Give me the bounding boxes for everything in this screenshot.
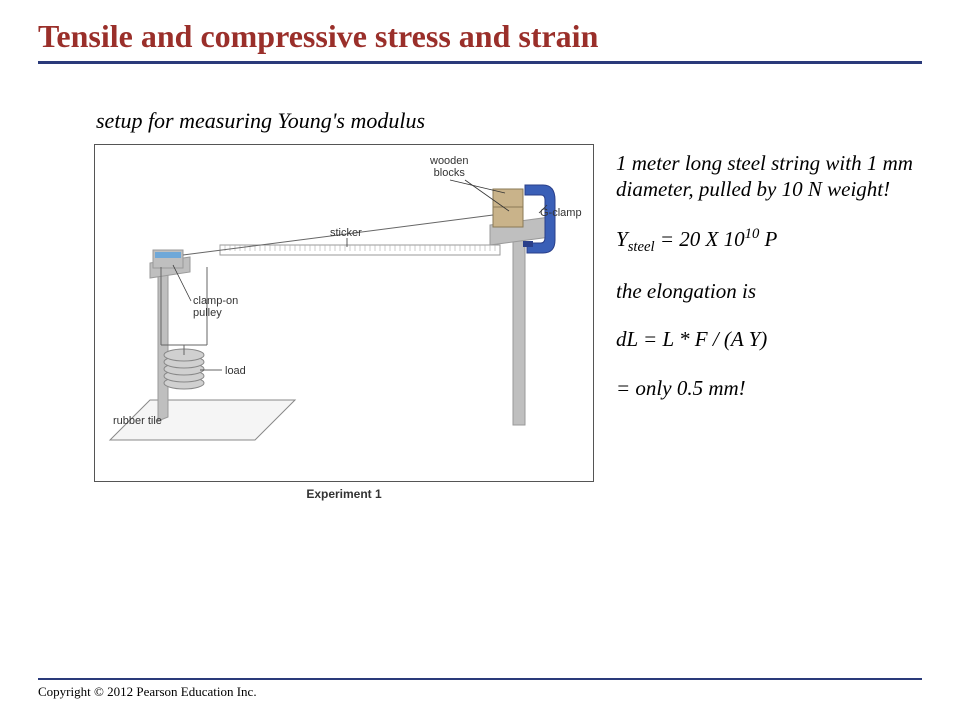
subtitle: setup for measuring Young's modulus <box>96 108 922 134</box>
copyright: Copyright © 2012 Pearson Education Inc. <box>38 684 922 700</box>
label-sticker: sticker <box>330 227 362 239</box>
desc-line2: Ysteel = 20 X 1010 P <box>616 225 922 257</box>
label-wooden-blocks: wooden blocks <box>430 155 469 179</box>
label-pulley: clamp-on pulley <box>193 295 238 319</box>
experiment-figure: wooden blocks G-clamp sticker clamp-on p… <box>94 144 594 482</box>
title-rule <box>38 61 922 64</box>
page-title: Tensile and compressive stress and strai… <box>38 18 922 55</box>
desc-line5: = only 0.5 mm! <box>616 375 922 401</box>
label-rubber-tile: rubber tile <box>113 415 162 427</box>
description-text: 1 meter long steel string with 1 mm diam… <box>616 144 922 482</box>
desc-line1: 1 meter long steel string with 1 mm diam… <box>616 150 922 203</box>
label-gclamp: G-clamp <box>540 207 582 219</box>
desc-line3: the elongation is <box>616 278 922 304</box>
desc-line4: dL = L * F / (A Y) <box>616 326 922 352</box>
footer-rule <box>38 678 922 680</box>
label-load: load <box>225 365 246 377</box>
figure-caption: Experiment 1 <box>95 487 593 501</box>
